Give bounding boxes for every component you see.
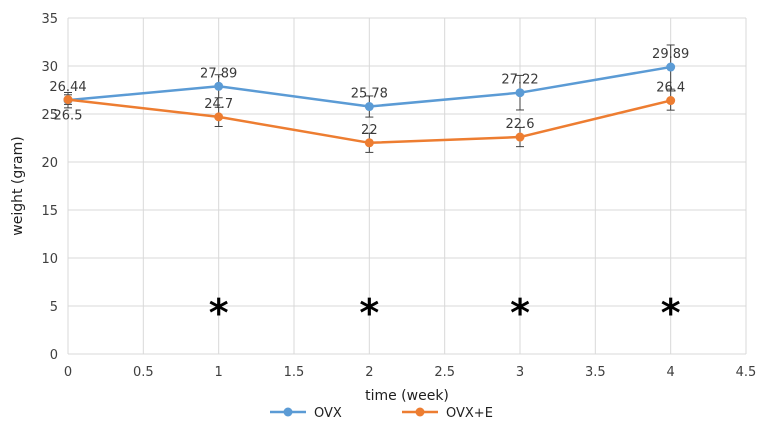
y-tick-label: 25 (41, 108, 58, 123)
x-tick-label: 4.5 (736, 365, 757, 380)
x-tick-label: 4 (667, 365, 675, 380)
significance-marker: * (209, 291, 229, 335)
data-label: 24.7 (204, 97, 233, 112)
significance-marker: * (510, 291, 530, 335)
data-point (666, 62, 676, 72)
data-label: 29.89 (652, 47, 689, 62)
data-point (666, 96, 676, 106)
x-tick-label: 1 (215, 365, 223, 380)
data-label: 25.78 (351, 87, 388, 102)
legend-swatch-marker (415, 407, 425, 417)
x-tick-label: 3.5 (585, 365, 606, 380)
data-point (515, 132, 525, 142)
x-tick-label: 3 (516, 365, 524, 380)
data-label: 26.4 (656, 81, 685, 96)
y-tick-label: 0 (50, 348, 58, 363)
data-point (364, 138, 374, 148)
x-tick-label: 0 (64, 365, 72, 380)
legend-swatch-marker (283, 407, 293, 417)
data-label: 22 (361, 123, 378, 138)
data-label: 26.5 (54, 109, 83, 124)
x-tick-label: 2.5 (434, 365, 455, 380)
legend-label: OVX (314, 406, 342, 421)
y-axis-title: weight (gram) (10, 136, 26, 235)
significance-marker: * (359, 291, 379, 335)
y-tick-label: 35 (41, 12, 58, 27)
data-label: 22.6 (506, 117, 535, 132)
data-label: 27.22 (501, 73, 538, 88)
y-tick-label: 15 (41, 204, 58, 219)
y-tick-label: 20 (41, 156, 58, 171)
data-point (214, 81, 224, 91)
data-point (63, 95, 73, 105)
data-label: 26.44 (49, 80, 86, 95)
data-label: 27.89 (200, 66, 237, 81)
legend-label: OVX+E (446, 406, 493, 421)
data-point (515, 88, 525, 98)
y-tick-label: 10 (41, 252, 58, 267)
x-axis-title: time (week) (365, 388, 449, 404)
y-tick-label: 30 (41, 60, 58, 75)
y-tick-label: 5 (50, 300, 58, 315)
x-tick-label: 1.5 (284, 365, 305, 380)
x-tick-label: 0.5 (133, 365, 154, 380)
data-point (214, 112, 224, 122)
x-tick-label: 2 (365, 365, 373, 380)
significance-marker: * (661, 291, 681, 335)
data-point (364, 102, 374, 112)
